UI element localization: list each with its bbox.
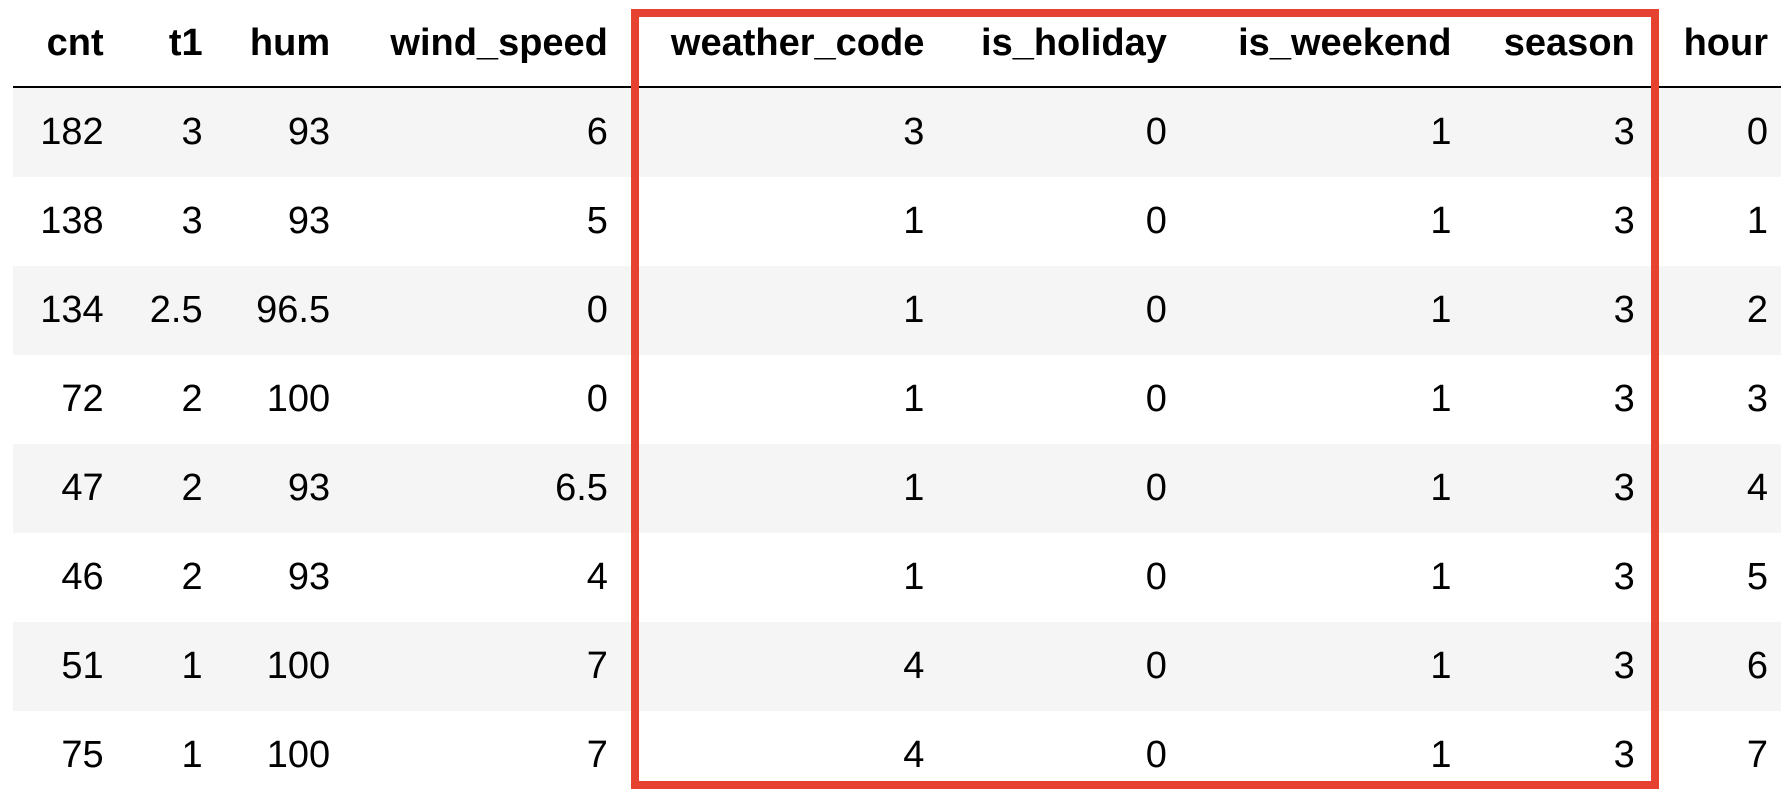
table-cell: 1: [1179, 533, 1465, 622]
table-cell: 3: [620, 87, 938, 177]
table-cell: 1: [116, 622, 216, 711]
table-cell: 46: [13, 533, 117, 622]
table-cell: 0: [937, 266, 1180, 355]
column-header-weather-code: weather_code: [620, 0, 938, 88]
table-cell: 138: [13, 177, 117, 266]
table-row: 138 3 93 5 1 0 1 3 1: [13, 177, 1781, 266]
table-cell: 3: [1464, 177, 1648, 266]
table-cell: 3: [116, 87, 216, 177]
table-cell: 1: [620, 444, 938, 533]
table-cell: 2: [116, 533, 216, 622]
column-header-t1: t1: [116, 0, 216, 88]
data-table: cnt t1 hum wind_speed weather_code is_ho…: [13, 0, 1781, 800]
table-cell: 0: [937, 711, 1180, 800]
table-cell: 134: [13, 266, 117, 355]
table-cell: 1: [1179, 711, 1465, 800]
table-cell: 1: [620, 355, 938, 444]
table-cell: 3: [116, 177, 216, 266]
table-cell: 1: [1179, 177, 1465, 266]
table-cell: 1: [620, 533, 938, 622]
table-cell: 3: [1464, 711, 1648, 800]
table-row: 46 2 93 4 1 0 1 3 5: [13, 533, 1781, 622]
table-cell: 6.5: [343, 444, 621, 533]
column-header-hour: hour: [1647, 0, 1781, 88]
table-cell: 7: [343, 711, 621, 800]
table-cell: 7: [1647, 711, 1781, 800]
table-cell: 5: [343, 177, 621, 266]
table-cell: 0: [937, 533, 1180, 622]
table-cell: 0: [937, 355, 1180, 444]
table-cell: 93: [215, 87, 344, 177]
table-row: 51 1 100 7 4 0 1 3 6: [13, 622, 1781, 711]
table-body: 182 3 93 6 3 0 1 3 0 138 3 93 5 1 0 1 3 …: [13, 87, 1781, 800]
table-cell: 4: [620, 622, 938, 711]
table-row: 72 2 100 0 1 0 1 3 3: [13, 355, 1781, 444]
table-cell: 0: [937, 622, 1180, 711]
table-cell: 182: [13, 87, 117, 177]
table-cell: 3: [1464, 355, 1648, 444]
table-cell: 5: [1647, 533, 1781, 622]
table-row: 75 1 100 7 4 0 1 3 7: [13, 711, 1781, 800]
table-cell: 1: [1179, 355, 1465, 444]
table-cell: 3: [1464, 533, 1648, 622]
table-cell: 93: [215, 177, 344, 266]
table-cell: 0: [1647, 87, 1781, 177]
table-cell: 75: [13, 711, 117, 800]
table-row: 182 3 93 6 3 0 1 3 0: [13, 87, 1781, 177]
table-cell: 0: [937, 87, 1180, 177]
table-cell: 7: [343, 622, 621, 711]
table-cell: 0: [937, 177, 1180, 266]
table-cell: 93: [215, 444, 344, 533]
column-header-hum: hum: [215, 0, 344, 88]
table-cell: 1: [1647, 177, 1781, 266]
table-cell: 100: [215, 622, 344, 711]
table-cell: 1: [1179, 622, 1465, 711]
column-header-is-holiday: is_holiday: [937, 0, 1180, 88]
table-cell: 0: [343, 355, 621, 444]
table-cell: 96.5: [215, 266, 344, 355]
table-cell: 1: [620, 266, 938, 355]
table-cell: 51: [13, 622, 117, 711]
column-header-is-weekend: is_weekend: [1179, 0, 1465, 88]
table-cell: 1: [1179, 87, 1465, 177]
table-cell: 72: [13, 355, 117, 444]
column-header-season: season: [1464, 0, 1648, 88]
table-cell: 4: [343, 533, 621, 622]
table-cell: 0: [343, 266, 621, 355]
table-cell: 47: [13, 444, 117, 533]
table-cell: 6: [343, 87, 621, 177]
table-cell: 3: [1464, 266, 1648, 355]
table-row: 47 2 93 6.5 1 0 1 3 4: [13, 444, 1781, 533]
table-cell: 2.5: [116, 266, 216, 355]
table-row: 134 2.5 96.5 0 1 0 1 3 2: [13, 266, 1781, 355]
table-cell: 3: [1464, 622, 1648, 711]
table-cell: 4: [620, 711, 938, 800]
table-cell: 2: [116, 355, 216, 444]
table-cell: 0: [937, 444, 1180, 533]
column-header-wind-speed: wind_speed: [343, 0, 621, 88]
table-cell: 2: [116, 444, 216, 533]
table-cell: 6: [1647, 622, 1781, 711]
column-header-cnt: cnt: [13, 0, 117, 88]
table-cell: 93: [215, 533, 344, 622]
header-row: cnt t1 hum wind_speed weather_code is_ho…: [13, 0, 1781, 88]
table-cell: 100: [215, 355, 344, 444]
table-cell: 2: [1647, 266, 1781, 355]
table-cell: 3: [1464, 87, 1648, 177]
table-cell: 100: [215, 711, 344, 800]
table-cell: 3: [1647, 355, 1781, 444]
table-header: cnt t1 hum wind_speed weather_code is_ho…: [13, 0, 1781, 88]
table-cell: 4: [1647, 444, 1781, 533]
table-cell: 3: [1464, 444, 1648, 533]
table-cell: 1: [116, 711, 216, 800]
table-cell: 1: [620, 177, 938, 266]
table-cell: 1: [1179, 266, 1465, 355]
table-cell: 1: [1179, 444, 1465, 533]
